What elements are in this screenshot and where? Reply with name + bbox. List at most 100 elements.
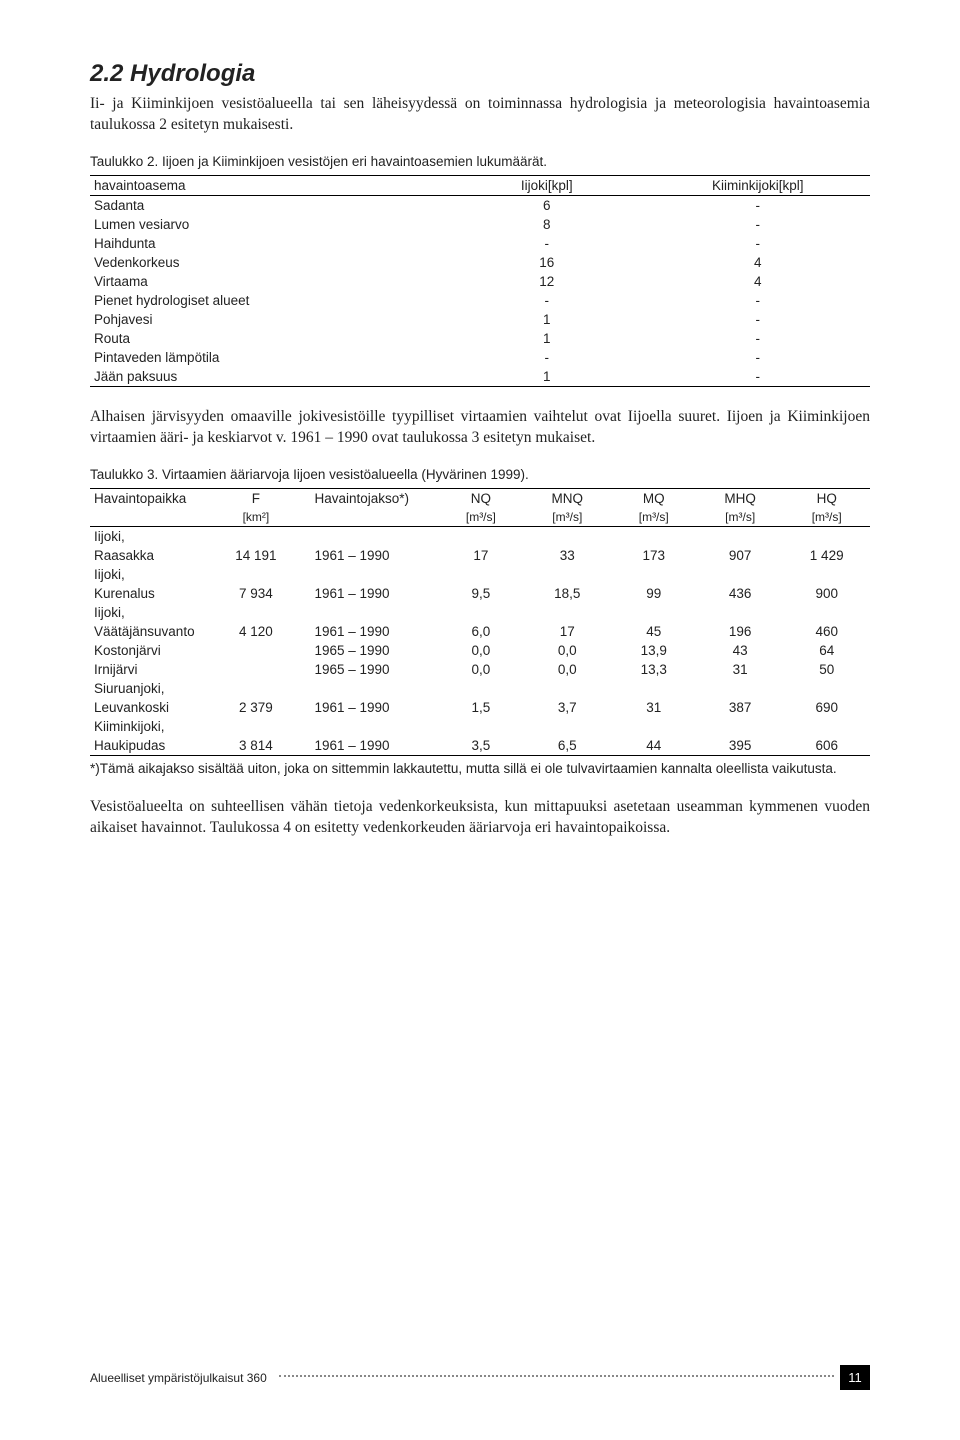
cell: Iijoki, <box>90 565 870 584</box>
cell: 31 <box>611 698 697 717</box>
cell: 395 <box>697 736 783 756</box>
cell: 460 <box>783 622 870 641</box>
cell: 907 <box>697 546 783 565</box>
table-row: Raasakka14 1911961 – 199017331739071 429 <box>90 546 870 565</box>
cell: 606 <box>783 736 870 756</box>
cell: 1961 – 1990 <box>294 622 437 641</box>
footer-label: Alueelliset ympäristöjulkaisut 360 <box>90 1371 267 1385</box>
th-sub: [m³/s] <box>697 508 783 527</box>
cell: - <box>646 367 870 387</box>
th-sub: [m³/s] <box>783 508 870 527</box>
th: Havaintopaikka <box>90 488 217 508</box>
cell: Leuvankoski <box>90 698 217 717</box>
th: Iijoki[kpl] <box>448 175 646 195</box>
cell: Kostonjärvi <box>90 641 217 660</box>
cell: 4 <box>646 253 870 272</box>
intro-paragraph: Ii- ja Kiiminkijoen vesistöalueella tai … <box>90 94 870 136</box>
cell: 4 <box>646 272 870 291</box>
cell: - <box>646 310 870 329</box>
cell: 2 379 <box>217 698 294 717</box>
cell: 0,0 <box>524 641 610 660</box>
table-row: Kiiminkijoki, <box>90 717 870 736</box>
cell: Pintaveden lämpötila <box>90 348 448 367</box>
table-row: Vedenkorkeus164 <box>90 253 870 272</box>
paragraph-3: Vesistöalueelta on suhteellisen vähän ti… <box>90 797 870 839</box>
cell: 45 <box>611 622 697 641</box>
cell: Irnijärvi <box>90 660 217 679</box>
cell: 1 429 <box>783 546 870 565</box>
cell: 64 <box>783 641 870 660</box>
table-row: Virtaama124 <box>90 272 870 291</box>
cell: 690 <box>783 698 870 717</box>
cell: Jään paksuus <box>90 367 448 387</box>
table-row: Irnijärvi1965 – 19900,00,013,33150 <box>90 660 870 679</box>
cell: 3,7 <box>524 698 610 717</box>
cell: 8 <box>448 215 646 234</box>
cell: 1965 – 1990 <box>294 660 437 679</box>
cell: 1,5 <box>438 698 524 717</box>
table2-caption: Taulukko 3. Virtaamien ääriarvoja Iijoen… <box>90 467 870 482</box>
cell: 3,5 <box>438 736 524 756</box>
paragraph-2: Alhaisen järvisyyden omaaville jokivesis… <box>90 407 870 449</box>
cell: - <box>448 234 646 253</box>
table-row: Sadanta6- <box>90 195 870 215</box>
cell: 6,5 <box>524 736 610 756</box>
table-row: Routa1- <box>90 329 870 348</box>
cell: Virtaama <box>90 272 448 291</box>
th-sub: [m³/s] <box>438 508 524 527</box>
cell: Iijoki, <box>90 526 870 546</box>
page-number: 11 <box>840 1365 870 1390</box>
cell: - <box>646 195 870 215</box>
page-footer: Alueelliset ympäristöjulkaisut 360 11 <box>90 1365 870 1390</box>
cell: - <box>448 291 646 310</box>
cell: 31 <box>697 660 783 679</box>
section-heading: 2.2 Hydrologia <box>90 60 870 88</box>
th: MQ <box>611 488 697 508</box>
th: Havaintojakso*) <box>294 488 437 508</box>
cell: 14 191 <box>217 546 294 565</box>
cell: 6,0 <box>438 622 524 641</box>
cell: 17 <box>438 546 524 565</box>
cell: 44 <box>611 736 697 756</box>
table-row: Siuruanjoki, <box>90 679 870 698</box>
th-sub <box>294 508 437 527</box>
table-row: Lumen vesiarvo8- <box>90 215 870 234</box>
cell: Haihdunta <box>90 234 448 253</box>
footer-dots <box>279 1375 834 1377</box>
cell: Iijoki, <box>90 603 870 622</box>
cell: 1 <box>448 367 646 387</box>
cell: Pienet hydrologiset alueet <box>90 291 448 310</box>
table-row: Haukipudas3 8141961 – 19903,56,544395606 <box>90 736 870 756</box>
cell: - <box>646 215 870 234</box>
table-row: Iijoki, <box>90 565 870 584</box>
table-row: [km²] [m³/s] [m³/s] [m³/s] [m³/s] [m³/s] <box>90 508 870 527</box>
cell: 12 <box>448 272 646 291</box>
cell: 1965 – 1990 <box>294 641 437 660</box>
table1-caption: Taulukko 2. Iijoen ja Kiiminkijoen vesis… <box>90 154 870 169</box>
cell: - <box>646 291 870 310</box>
th: Kiiminkijoki[kpl] <box>646 175 870 195</box>
cell: - <box>646 348 870 367</box>
cell: 1961 – 1990 <box>294 736 437 756</box>
table-row: Pienet hydrologiset alueet-- <box>90 291 870 310</box>
cell: 1961 – 1990 <box>294 584 437 603</box>
table-row: Väätäjänsuvanto4 1201961 – 19906,0174519… <box>90 622 870 641</box>
cell: - <box>646 329 870 348</box>
cell: 18,5 <box>524 584 610 603</box>
cell <box>217 641 294 660</box>
cell: 33 <box>524 546 610 565</box>
cell: Siuruanjoki, <box>90 679 870 698</box>
cell: 16 <box>448 253 646 272</box>
th: MNQ <box>524 488 610 508</box>
cell: 4 120 <box>217 622 294 641</box>
cell: Vedenkorkeus <box>90 253 448 272</box>
cell: Sadanta <box>90 195 448 215</box>
cell: 1 <box>448 329 646 348</box>
cell: Lumen vesiarvo <box>90 215 448 234</box>
cell: Routa <box>90 329 448 348</box>
cell: 173 <box>611 546 697 565</box>
cell: 3 814 <box>217 736 294 756</box>
table-row: Iijoki, <box>90 603 870 622</box>
cell: Pohjavesi <box>90 310 448 329</box>
table-row: Leuvankoski2 3791961 – 19901,53,73138769… <box>90 698 870 717</box>
